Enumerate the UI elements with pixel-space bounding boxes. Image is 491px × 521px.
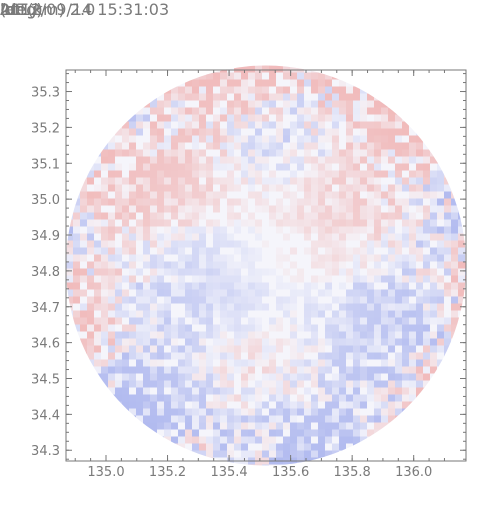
y-tick-label: 34.3 [31,444,60,459]
y-tick-label: 34.6 [31,337,60,352]
x-tick-label: 135.4 [210,465,247,480]
radar-heatmap [66,65,466,466]
y-tick-label: 35.0 [31,193,60,208]
y-tick-label: 35.3 [31,86,60,101]
plot-frame [65,69,467,462]
timestamp-title: 2012/09/14 15:31:03 [0,0,170,19]
y-tick-label: 34.9 [31,229,60,244]
x-tick-label: 135.0 [87,465,124,480]
y-unit-label: (deg) [0,0,43,19]
y-tick-label: 34.5 [31,372,60,387]
x-tick-label: 136.0 [395,465,432,480]
altitude-label: ALT(km) 2.0 [0,0,96,19]
x-tick-label: 135.6 [272,465,309,480]
x-tick-label: 135.8 [334,465,371,480]
x-tick-label: 135.2 [149,465,186,480]
y-tick-label: 35.2 [31,121,60,136]
x-axis-label: lon [0,0,25,19]
y-tick-label: 34.7 [31,301,60,316]
y-tick-label: 34.8 [31,265,60,280]
x-unit-label: (deg) [0,0,43,19]
y-tick-label: 34.4 [31,408,60,423]
y-tick-label: 35.1 [31,157,60,172]
y-axis-label: lat [0,0,21,19]
axis-ticks: 135.0 135.2 135.4 135.6 135.8 136.0 35.3 35.2 35… [31,70,466,480]
